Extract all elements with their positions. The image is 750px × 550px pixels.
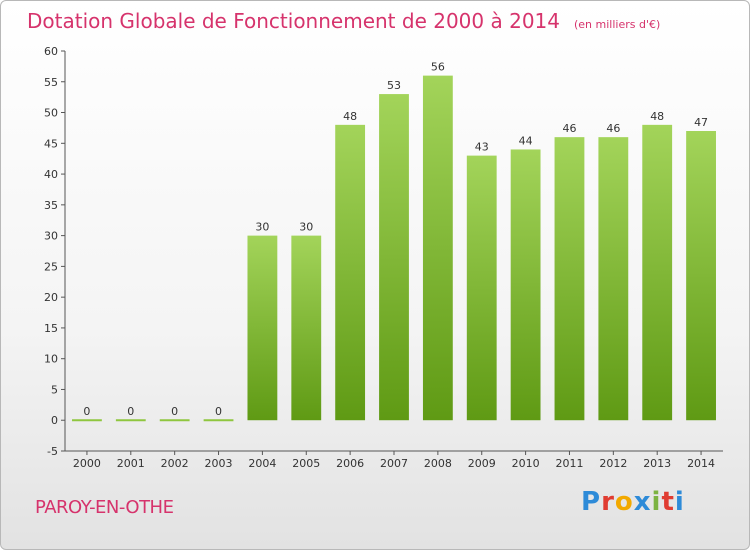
x-tick-label: 2002 (161, 457, 189, 470)
x-tick-label: 2013 (643, 457, 671, 470)
logo-letter: i (651, 487, 662, 517)
y-tick-label: 30 (44, 230, 58, 243)
x-tick-label: 2014 (687, 457, 715, 470)
data-label-2008: 56 (431, 61, 445, 74)
chart-labels: 0 0 0 0 30 30 48 53 56 43 44 46 46 48 47 (83, 61, 708, 419)
bar-2004 (247, 235, 278, 421)
x-tick-label: 2012 (599, 457, 627, 470)
data-label-2011: 46 (562, 122, 576, 135)
data-label-2010: 44 (519, 134, 533, 147)
chart-title: Dotation Globale de Fonctionnement de 20… (27, 9, 660, 33)
proxiti-logo[interactable]: Proxiti (581, 487, 685, 517)
y-tick-label: -5 (47, 445, 58, 458)
data-label-2007: 53 (387, 79, 401, 92)
chart-axes: -5 0 5 10 15 20 25 30 35 40 45 50 55 60 2000 2001 2002 20… (44, 45, 723, 470)
logo-letter: r (601, 487, 615, 517)
chart-subtitle: (en milliers d'€) (574, 18, 661, 31)
y-tick-label: 25 (44, 260, 58, 273)
logo-letter: i (674, 487, 685, 517)
data-label-2000: 0 (83, 405, 90, 418)
logo-letter: t (661, 487, 675, 517)
bar-2009 (466, 155, 497, 421)
x-tick-label: 2010 (512, 457, 540, 470)
logo-letter: P (581, 487, 602, 517)
x-tick-label: 2011 (555, 457, 583, 470)
y-tick-label: 5 (51, 383, 58, 396)
data-label-2002: 0 (171, 405, 178, 418)
x-tick-label: 2000 (73, 457, 101, 470)
data-label-2005: 30 (299, 221, 313, 234)
x-tick-label: 2006 (336, 457, 364, 470)
y-tick-label: 0 (51, 414, 58, 427)
y-tick-label: 45 (44, 137, 58, 150)
bar-2014 (686, 131, 716, 421)
x-tick-label: 2004 (248, 457, 276, 470)
bar-2007 (379, 94, 409, 421)
bar-2006 (335, 124, 366, 421)
x-tick-label: 2003 (205, 457, 233, 470)
bar-2013 (642, 124, 673, 421)
y-tick-label: 60 (44, 45, 58, 58)
logo-letter: o (614, 487, 634, 517)
data-label-2001: 0 (127, 405, 134, 418)
data-label-2013: 48 (650, 110, 664, 123)
bar-2012 (598, 137, 629, 421)
data-label-2003: 0 (215, 405, 222, 418)
x-tick-label: 2008 (424, 457, 452, 470)
y-tick-label: 15 (44, 322, 58, 335)
y-tick-label: 50 (44, 107, 58, 120)
x-tick-label: 2007 (380, 457, 408, 470)
y-tick-label: 55 (44, 76, 58, 89)
data-label-2009: 43 (475, 141, 489, 154)
data-label-2006: 48 (343, 110, 357, 123)
x-tick-label: 2009 (468, 457, 496, 470)
bar-2005 (291, 235, 322, 421)
bar-2010 (510, 149, 541, 421)
bar-2008 (422, 75, 453, 421)
logo-letter: x (633, 487, 652, 517)
y-tick-label: 10 (44, 353, 58, 366)
data-label-2014: 47 (694, 116, 708, 129)
data-label-2004: 30 (255, 221, 269, 234)
chart-title-text: Dotation Globale de Fonctionnement de 20… (27, 9, 560, 33)
y-tick-label: 20 (44, 291, 58, 304)
y-tick-label: 35 (44, 199, 58, 212)
data-label-2012: 46 (606, 122, 620, 135)
x-tick-label: 2001 (117, 457, 145, 470)
chart-bars (72, 75, 716, 422)
y-tick-label: 40 (44, 168, 58, 181)
town-name: PAROY-EN-OTHE (35, 497, 174, 518)
bar-2011 (554, 137, 585, 421)
x-tick-label: 2005 (292, 457, 320, 470)
